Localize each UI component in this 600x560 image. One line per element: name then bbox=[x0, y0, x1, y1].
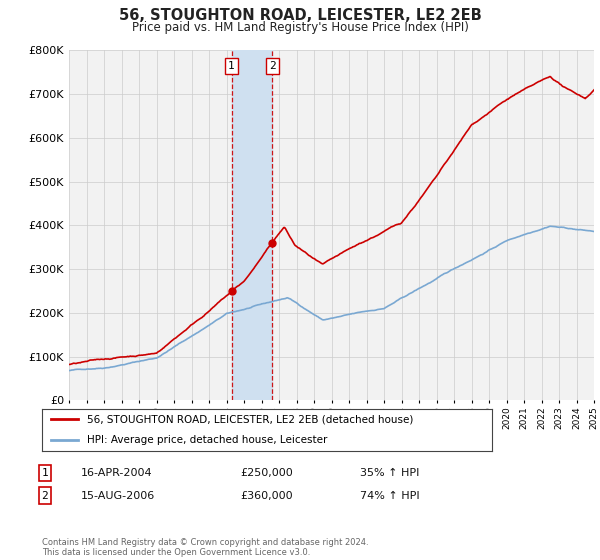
Text: 2: 2 bbox=[41, 491, 49, 501]
Text: HPI: Average price, detached house, Leicester: HPI: Average price, detached house, Leic… bbox=[87, 435, 328, 445]
Text: 35% ↑ HPI: 35% ↑ HPI bbox=[360, 468, 419, 478]
Text: £360,000: £360,000 bbox=[240, 491, 293, 501]
Text: £250,000: £250,000 bbox=[240, 468, 293, 478]
Text: 1: 1 bbox=[228, 61, 235, 71]
Text: 1: 1 bbox=[41, 468, 49, 478]
Text: 16-APR-2004: 16-APR-2004 bbox=[81, 468, 152, 478]
Text: 56, STOUGHTON ROAD, LEICESTER, LE2 2EB: 56, STOUGHTON ROAD, LEICESTER, LE2 2EB bbox=[119, 8, 481, 24]
Bar bbox=[232, 50, 272, 400]
Text: Price paid vs. HM Land Registry's House Price Index (HPI): Price paid vs. HM Land Registry's House … bbox=[131, 21, 469, 34]
Text: 15-AUG-2006: 15-AUG-2006 bbox=[81, 491, 155, 501]
Text: 2: 2 bbox=[269, 61, 276, 71]
Text: Contains HM Land Registry data © Crown copyright and database right 2024.
This d: Contains HM Land Registry data © Crown c… bbox=[42, 538, 368, 557]
Text: 56, STOUGHTON ROAD, LEICESTER, LE2 2EB (detached house): 56, STOUGHTON ROAD, LEICESTER, LE2 2EB (… bbox=[87, 414, 413, 424]
Text: 74% ↑ HPI: 74% ↑ HPI bbox=[360, 491, 419, 501]
